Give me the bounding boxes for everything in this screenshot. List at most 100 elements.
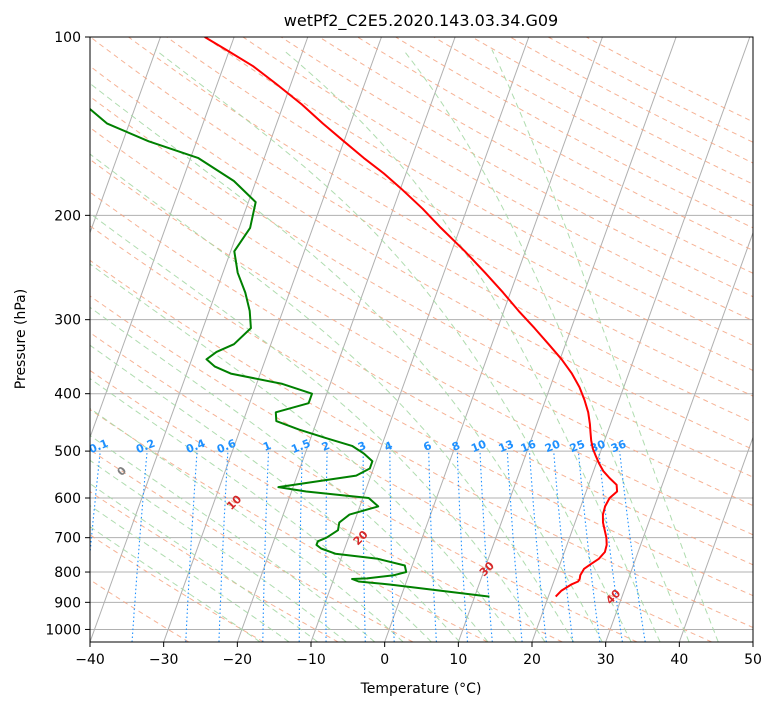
- moist-adiabat-line: [90, 459, 347, 642]
- moist-adiabat-line: [402, 49, 690, 642]
- lines-layer: [90, 37, 753, 642]
- isotherm-line: [457, 37, 677, 642]
- dry-adiabat-line: [90, 95, 753, 478]
- labels-layer: 0.10.20.40.611.52346810131620253036-100-…: [0, 424, 628, 607]
- mixing-ratio-label: 0.6: [215, 437, 238, 456]
- x-tick-label: −10: [296, 652, 326, 668]
- moist-adiabat-line: [90, 306, 489, 642]
- mixing-ratio-line: [185, 451, 198, 642]
- moist-adiabat-line: [90, 482, 319, 642]
- dry-adiabat-line: [166, 37, 753, 371]
- dry-adiabat-line: [433, 37, 753, 207]
- mixing-ratio-label: 0.4: [184, 437, 207, 456]
- moist-adiabat-line: [282, 49, 661, 642]
- y-tick-label: 300: [54, 313, 81, 329]
- moist-adiabat-line: [90, 212, 546, 642]
- y-tick-label: 500: [54, 444, 81, 460]
- dry-adiabat-label: 20: [351, 528, 371, 548]
- moist-adiabat-line: [90, 263, 517, 642]
- x-tick-label: 50: [744, 652, 762, 668]
- dry-adiabat-line: [548, 37, 753, 143]
- dry-adiabat-line: [90, 408, 488, 642]
- dry-adiabat-label: -10: [0, 424, 22, 447]
- x-tick-label: 40: [670, 652, 688, 668]
- mixing-ratio-label: 6: [421, 439, 433, 454]
- dry-adiabat-line: [90, 449, 414, 642]
- mixing-ratio-line: [528, 451, 547, 642]
- x-tick-label: 20: [523, 652, 541, 668]
- isotherm-line: [384, 37, 603, 642]
- isotherm-line: [605, 231, 753, 642]
- plot-frame: [89, 36, 754, 643]
- isotherm-line: [90, 37, 161, 235]
- moist-adiabat-line: [90, 407, 404, 642]
- mixing-ratio-line: [577, 451, 601, 642]
- dry-adiabat-line: [90, 491, 339, 642]
- dry-adiabat-line: [242, 37, 753, 322]
- dry-adiabat-line: [319, 37, 753, 274]
- axis-layer: −40 −30 −20 −10 0 10 20 30 40 5010020030040050060…: [45, 30, 762, 668]
- y-tick-label: 1000: [45, 622, 81, 638]
- mixing-ratio-label: 2: [320, 439, 332, 454]
- y-axis-label: Pressure (hPa): [13, 289, 29, 389]
- x-tick-label: −30: [149, 652, 179, 668]
- x-tick-label: −40: [75, 652, 105, 668]
- mixing-ratio-label: 3: [356, 439, 368, 454]
- isotherm-line: [678, 435, 753, 642]
- x-tick-label: −20: [223, 652, 253, 668]
- dry-adiabat-line: [90, 158, 753, 536]
- mixing-ratio-line: [262, 451, 270, 642]
- moist-adiabat-line: [90, 377, 432, 642]
- temperature-line: [204, 37, 619, 598]
- dry-adiabat-label: 40: [603, 587, 623, 607]
- moist-adiabat-line: [90, 82, 603, 642]
- dry-adiabat-label: 10: [224, 492, 244, 512]
- x-tick-label: 30: [597, 652, 615, 668]
- mixing-ratio-line: [90, 451, 101, 559]
- mixing-ratio-line: [506, 451, 523, 642]
- mixing-ratio-line: [553, 451, 574, 642]
- mixing-ratio-label: 8: [450, 439, 462, 454]
- mixing-ratio-line: [456, 451, 469, 642]
- dry-adiabat-line: [128, 37, 753, 397]
- y-tick-label: 200: [54, 208, 81, 224]
- y-tick-label: 600: [54, 491, 81, 507]
- dewpoint-line: [90, 107, 490, 598]
- moist-adiabat-line: [154, 49, 632, 642]
- mixing-ratio-line: [479, 451, 493, 642]
- isotherm-line: [236, 37, 456, 642]
- mixing-ratio-label: 25: [568, 438, 587, 456]
- dry-adiabat-line: [90, 369, 563, 642]
- mixing-ratio-label: 20: [543, 437, 562, 455]
- isotherm-line: [163, 37, 382, 642]
- mixing-ratio-line: [598, 451, 623, 642]
- dry-adiabat-line: [471, 37, 753, 185]
- chart-title: wetPf2_C2E5.2020.143.03.34.G09: [284, 11, 558, 31]
- mixing-ratio-label: 13: [497, 438, 516, 456]
- moist-adiabat-line: [90, 153, 575, 642]
- y-tick-label: 800: [54, 565, 81, 581]
- mixing-ratio-label: 1: [261, 439, 273, 454]
- y-tick-label: 100: [54, 30, 81, 46]
- isotherm-line: [531, 37, 751, 642]
- series-layer: [90, 37, 619, 598]
- dry-adiabat-line: [90, 65, 753, 450]
- y-tick-label: 700: [54, 531, 81, 547]
- dry-adiabat-line: [509, 37, 753, 164]
- dry-adiabat-line: [280, 37, 753, 298]
- dry-adiabat-line: [90, 534, 264, 642]
- y-tick-label: 900: [54, 595, 81, 611]
- isotherm-line: [752, 640, 753, 642]
- mixing-ratio-label: 10: [469, 437, 488, 455]
- dry-adiabat-line: [357, 37, 753, 251]
- dry-adiabat-line: [90, 37, 753, 424]
- isotherm-line: [90, 37, 309, 642]
- mixing-ratio-label: 0.1: [87, 437, 110, 456]
- dry-adiabat-label: 0: [115, 464, 130, 479]
- mixing-ratio-label: 36: [609, 437, 628, 455]
- x-tick-label: 0: [380, 652, 389, 668]
- mixing-ratio-line: [619, 451, 646, 642]
- mixing-ratio-line: [298, 451, 303, 642]
